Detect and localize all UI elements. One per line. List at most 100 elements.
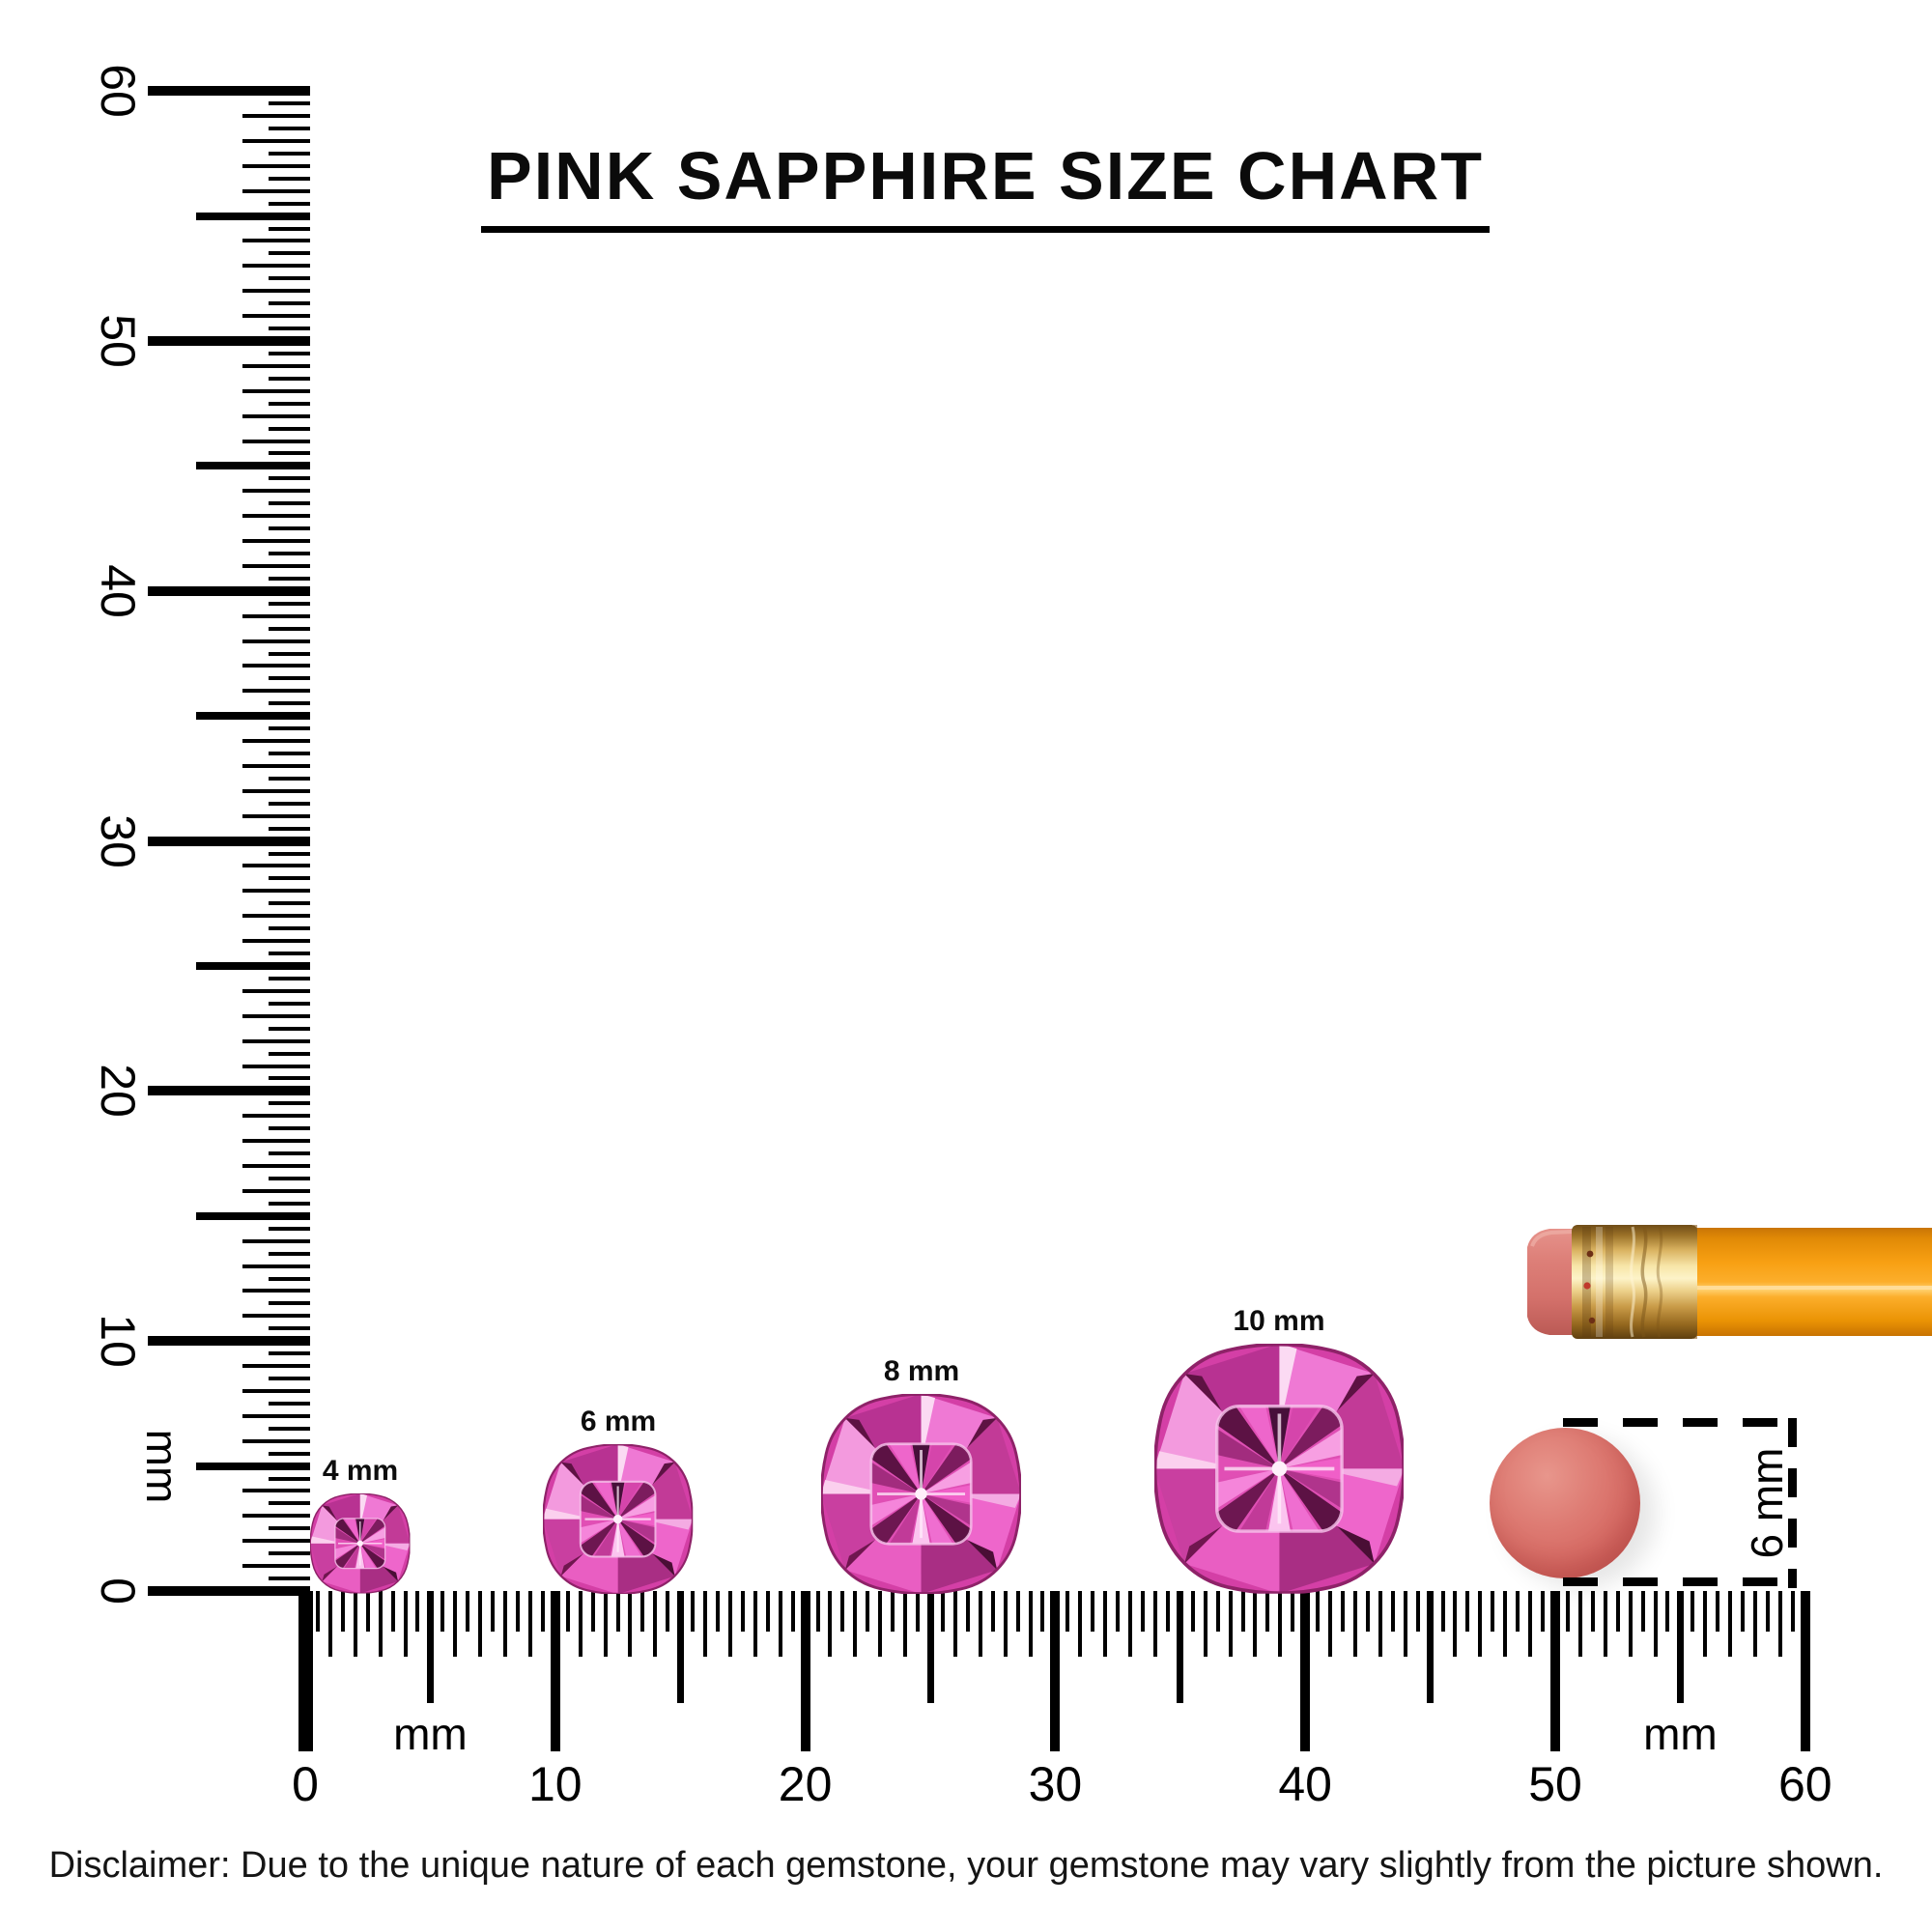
v-ruler-tick-major — [148, 836, 310, 846]
h-ruler-tick-unit — [527, 1591, 532, 1657]
h-ruler-tick-unit — [1128, 1591, 1133, 1657]
h-ruler-tick-unit — [327, 1591, 332, 1657]
v-ruler-tick-sub — [269, 1201, 310, 1206]
measure-dash-top — [1563, 1418, 1799, 1427]
h-ruler-tick-sub — [1415, 1591, 1420, 1632]
h-ruler-tick-sub — [765, 1591, 770, 1632]
h-ruler-tick-unit — [1728, 1591, 1733, 1657]
v-ruler-tick-unit — [242, 363, 310, 368]
h-ruler-tick-unit — [1152, 1591, 1157, 1657]
h-ruler-number: 40 — [1278, 1757, 1332, 1811]
h-ruler-number: 30 — [1028, 1757, 1083, 1811]
h-ruler-tick-unit — [1328, 1591, 1333, 1657]
v-ruler-tick-sub — [269, 1476, 310, 1481]
v-ruler-tick-sub — [269, 127, 310, 131]
h-ruler-tick-unit — [1777, 1591, 1782, 1657]
v-ruler-tick-sub — [269, 327, 310, 331]
h-ruler-tick-sub — [1215, 1591, 1220, 1632]
h-ruler-tick-unit — [853, 1591, 858, 1657]
v-ruler-tick-unit — [242, 1188, 310, 1193]
v-ruler-tick-unit — [242, 639, 310, 643]
h-ruler-tick-sub — [640, 1591, 645, 1632]
h-ruler-tick-sub — [1165, 1591, 1170, 1632]
h-ruler-tick-half — [1427, 1591, 1435, 1703]
h-ruler-tick-half — [1177, 1591, 1184, 1703]
h-ruler-number: 50 — [1528, 1757, 1582, 1811]
v-ruler-tick-major — [148, 1586, 310, 1596]
h-ruler-tick-sub — [1765, 1591, 1770, 1632]
v-ruler-tick-unit — [242, 1064, 310, 1068]
h-ruler-tick-sub — [365, 1591, 370, 1632]
v-ruler-tick-sub — [269, 1051, 310, 1056]
gem-size-label: 8 mm — [883, 1354, 960, 1387]
h-ruler-tick-major — [1300, 1591, 1311, 1751]
h-ruler-tick-sub — [1541, 1591, 1546, 1632]
v-ruler-tick-sub — [269, 976, 310, 980]
h-ruler-tick-major — [550, 1591, 560, 1751]
v-ruler-tick-unit — [242, 689, 310, 694]
h-ruler-tick-unit — [628, 1591, 633, 1657]
h-ruler-tick-sub — [1790, 1591, 1795, 1632]
v-ruler-tick-unit — [242, 1564, 310, 1569]
v-ruler-tick-unit — [242, 413, 310, 418]
v-ruler-number: 50 — [91, 314, 145, 368]
h-ruler-tick-sub — [415, 1591, 420, 1632]
v-ruler-tick-sub — [269, 1577, 310, 1581]
v-ruler-tick-unit — [242, 289, 310, 294]
h-ruler-number: 0 — [292, 1757, 319, 1811]
measure-dash-bottom — [1563, 1577, 1799, 1586]
h-ruler-tick-half — [426, 1591, 434, 1703]
v-ruler-number: 10 — [91, 1314, 145, 1368]
v-ruler-tick-sub — [269, 1351, 310, 1356]
pencil-eraser — [1527, 1229, 1577, 1335]
v-ruler-tick-sub — [269, 426, 310, 431]
h-ruler-tick-unit — [753, 1591, 757, 1657]
h-ruler-tick-sub — [965, 1591, 970, 1632]
v-ruler-tick-unit — [242, 188, 310, 193]
h-ruler-tick-unit — [1603, 1591, 1607, 1657]
h-ruler-tick-unit — [478, 1591, 483, 1657]
v-ruler-tick-sub — [269, 1226, 310, 1231]
h-ruler-tick-sub — [1265, 1591, 1270, 1632]
h-ruler-tick-sub — [1615, 1591, 1620, 1632]
h-ruler-tick-unit — [1278, 1591, 1283, 1657]
v-ruler-tick-sub — [269, 551, 310, 555]
h-ruler-tick-unit — [1378, 1591, 1382, 1657]
v-ruler-tick-sub — [269, 701, 310, 706]
v-ruler-tick-unit — [242, 1314, 310, 1319]
h-ruler-tick-unit — [603, 1591, 608, 1657]
h-ruler-tick-unit — [828, 1591, 833, 1657]
v-ruler-tick-sub — [269, 651, 310, 656]
h-ruler-tick-unit — [878, 1591, 883, 1657]
gem-illustration-10mm — [1154, 1344, 1405, 1594]
v-ruler-tick-sub — [269, 1126, 310, 1131]
pencil-ferrule — [1572, 1225, 1697, 1339]
v-ruler-tick-sub — [269, 876, 310, 881]
h-ruler-tick-sub — [1440, 1591, 1445, 1632]
v-ruler-tick-sub — [269, 776, 310, 781]
v-ruler-tick-sub — [269, 801, 310, 806]
h-ruler-tick-sub — [716, 1591, 721, 1632]
v-ruler-tick-sub — [269, 1251, 310, 1256]
h-ruler-tick-major — [298, 1591, 313, 1751]
v-ruler-tick-unit — [242, 1013, 310, 1018]
h-ruler-tick-sub — [466, 1591, 470, 1632]
v-ruler-tick-sub — [269, 1001, 310, 1006]
h-ruler-tick-unit — [1753, 1591, 1758, 1657]
h-ruler-tick-sub — [1316, 1591, 1321, 1632]
v-ruler-tick-unit — [242, 514, 310, 519]
v-ruler-tick-unit — [242, 1139, 310, 1144]
h-ruler-tick-sub — [1465, 1591, 1470, 1632]
h-ruler-tick-sub — [1491, 1591, 1495, 1632]
v-ruler-tick-major — [148, 1336, 310, 1347]
h-ruler-tick-sub — [1565, 1591, 1570, 1632]
h-ruler-tick-unit — [978, 1591, 982, 1657]
h-ruler-tick-unit — [1503, 1591, 1508, 1657]
v-ruler-tick-sub — [269, 151, 310, 156]
h-ruler-tick-sub — [1640, 1591, 1645, 1632]
v-ruler-tick-sub — [269, 501, 310, 506]
h-ruler-tick-sub — [1516, 1591, 1520, 1632]
h-ruler-tick-sub — [1690, 1591, 1695, 1632]
v-ruler-tick-unit — [242, 1489, 310, 1493]
page-title: PINK SAPPHIRE SIZE CHART — [481, 137, 1490, 233]
